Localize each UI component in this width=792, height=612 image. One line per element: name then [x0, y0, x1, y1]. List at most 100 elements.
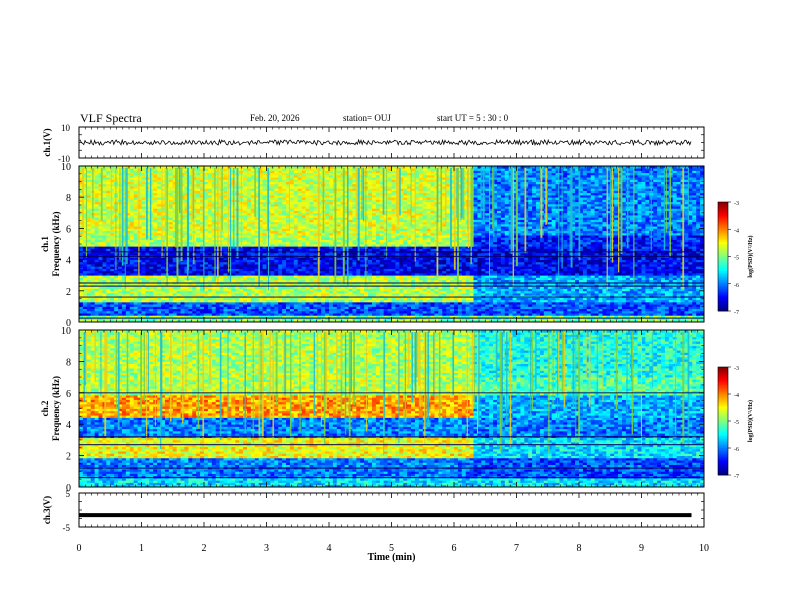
- spectrogram-cell: [137, 192, 142, 196]
- spectrogram-cell: [289, 203, 295, 207]
- spectrogram-cell: [98, 266, 103, 269]
- spectrogram-cell: [243, 284, 248, 287]
- spectrogram-cell: [141, 219, 146, 223]
- spectrogram-cell: [211, 288, 217, 292]
- spectrogram-cell: [106, 174, 111, 178]
- spectrogram-cell: [258, 244, 263, 247]
- spectrogram-cell: [250, 223, 256, 227]
- spectrogram-cell: [215, 317, 221, 321]
- spectrogram-cell: [278, 210, 283, 214]
- spectrogram-cell: [168, 228, 174, 232]
- spectrogram-cell: [121, 199, 127, 203]
- spectrogram-cell: [133, 186, 138, 189]
- spectrogram-cell: [121, 266, 127, 269]
- spectrogram-cell: [94, 290, 99, 294]
- spectrogram-cell: [278, 206, 283, 209]
- spectrogram-cell: [219, 272, 224, 276]
- spectrogram-cell: [262, 237, 267, 240]
- spectrogram-cell: [223, 208, 228, 211]
- spectrogram-cell: [254, 197, 260, 200]
- spectrogram-cell: [102, 206, 107, 209]
- spectrogram-cell: [102, 272, 107, 276]
- spectrogram-cell: [110, 199, 115, 203]
- spectrogram-cell: [188, 215, 193, 218]
- spectrogram-cell: [278, 308, 283, 312]
- spectrogram-cell: [211, 223, 217, 227]
- spectrogram-cell: [246, 259, 252, 263]
- spectrogram-cell: [172, 241, 178, 245]
- spectrogram-cell: [129, 210, 135, 214]
- spectrogram-cell: [254, 319, 260, 323]
- spectrogram-cell: [243, 183, 248, 187]
- spectrogram-cell: [106, 277, 111, 281]
- spectrogram-cell: [188, 264, 193, 267]
- spectrogram-cell: [211, 170, 217, 174]
- spectrogram-cell: [289, 181, 295, 185]
- spectrogram-cell: [98, 212, 103, 216]
- spectrogram-cell: [254, 259, 260, 263]
- spectrogram-cell: [114, 317, 119, 321]
- spectrogram-cell: [79, 192, 84, 196]
- spectrogram-cell: [184, 275, 189, 278]
- spectrogram-cell: [227, 270, 232, 274]
- spectrogram-cell: [86, 232, 92, 236]
- spectrogram-cell: [125, 319, 131, 323]
- spectrogram-cell: [223, 248, 228, 252]
- spectrogram-cell: [231, 259, 236, 263]
- spectrogram-cell: [235, 261, 240, 265]
- spectrogram-cell: [153, 210, 158, 214]
- spectrogram-cell: [133, 248, 138, 252]
- spectrogram-cell: [200, 293, 205, 296]
- spectrogram-cell: [223, 272, 228, 276]
- spectrogram-cell: [235, 257, 240, 260]
- spectrogram-cell: [207, 304, 213, 307]
- spectrogram-cell: [157, 230, 162, 234]
- spectrogram-cell: [219, 299, 224, 303]
- spectrogram-cell: [106, 261, 111, 265]
- spectrogram-cell: [192, 315, 197, 318]
- spectrogram-cell: [204, 268, 209, 272]
- spectrogram-cell: [149, 177, 154, 180]
- spectrogram-cell: [137, 228, 142, 232]
- spectrogram-cell: [204, 301, 209, 305]
- spectrogram-cell: [153, 246, 158, 249]
- spectrogram-cell: [254, 192, 260, 196]
- spectrogram-cell: [282, 223, 287, 227]
- spectrogram-cell: [145, 272, 150, 276]
- spectrogram-cell: [196, 232, 201, 236]
- spectrogram-cell: [262, 310, 267, 314]
- spectrogram-cell: [246, 219, 252, 223]
- spectrogram-cell: [172, 237, 178, 240]
- spectrogram-cell: [141, 239, 146, 243]
- spectrogram-cell: [286, 241, 291, 245]
- spectrogram-cell: [196, 201, 201, 205]
- spectrogram-cell: [133, 201, 138, 205]
- spectrogram-cell: [223, 186, 228, 189]
- spectrogram-cell: [110, 304, 115, 307]
- spectrogram-cell: [246, 270, 252, 274]
- spectrogram-cell: [289, 215, 295, 218]
- spectrogram-cell: [282, 259, 287, 263]
- spectrogram-cell: [254, 275, 260, 278]
- spectrogram-cell: [293, 293, 299, 296]
- spectrogram-cell: [90, 306, 96, 310]
- spectrogram-cell: [207, 288, 213, 292]
- spectrogram-cell: [254, 199, 260, 203]
- spectrogram-cell: [246, 286, 252, 289]
- spectrogram-cell: [157, 212, 162, 216]
- spectrogram-cell: [200, 172, 205, 176]
- spectrogram-cell: [176, 244, 181, 247]
- spectrogram-cell: [235, 315, 240, 318]
- spectrogram-cell: [184, 230, 189, 234]
- spectrogram-cell: [180, 257, 185, 260]
- spectrogram-cell: [137, 197, 142, 200]
- spectrogram-cell: [274, 277, 279, 281]
- spectrogram-cell: [227, 310, 232, 314]
- spectrogram-cell: [129, 206, 135, 209]
- spectrogram-cell: [125, 297, 131, 301]
- spectrogram-cell: [211, 268, 217, 272]
- spectrogram-cell: [282, 179, 287, 182]
- spectrogram-cell: [254, 237, 260, 240]
- spectrogram-cell: [289, 310, 295, 314]
- spectrogram-cell: [149, 237, 154, 240]
